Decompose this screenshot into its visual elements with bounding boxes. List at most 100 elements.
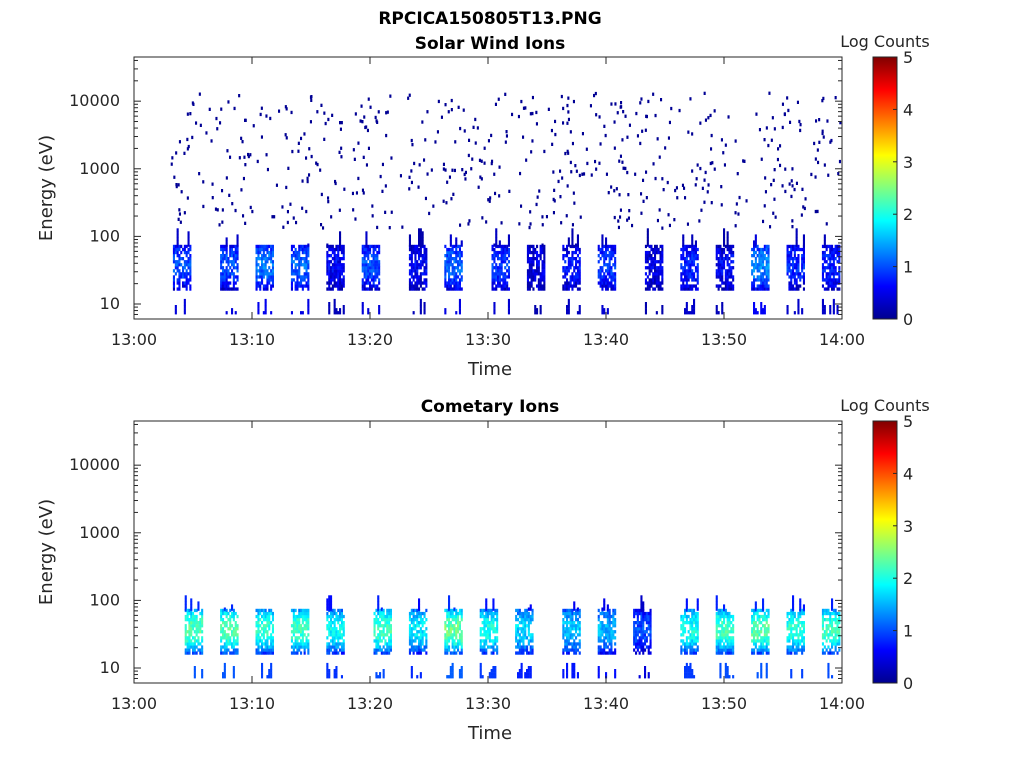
heatmap-cell [610, 266, 613, 270]
heatmap-cell [829, 275, 832, 279]
heatmap-cell [515, 651, 518, 655]
heatmap-cell [765, 126, 768, 130]
heatmap-cell [635, 627, 638, 631]
heatmap-cell [597, 630, 600, 634]
heatmap-cell [610, 627, 613, 631]
heatmap-cell [763, 266, 766, 270]
heatmap-cell [802, 272, 805, 276]
heatmap-cell [726, 648, 729, 652]
heatmap-cell [294, 269, 297, 273]
heatmap-cell [640, 642, 643, 646]
heatmap-cell [262, 311, 265, 315]
heatmap-cell [682, 234, 685, 238]
heatmap-cell [496, 624, 499, 628]
heatmap-cell [305, 266, 308, 270]
heatmap-cell [535, 122, 538, 126]
heatmap-cell [388, 608, 391, 613]
heatmap-cell [375, 642, 378, 646]
heatmap-cell [301, 278, 304, 282]
heatmap-cell [361, 120, 364, 124]
heatmap-cell [339, 275, 342, 279]
heatmap-cell [234, 624, 237, 628]
heatmap-cell [178, 247, 181, 252]
heatmap-cell [689, 257, 692, 261]
heatmap-cell [292, 624, 295, 628]
y-tick-label: 10 [100, 294, 120, 313]
heatmap-cell [765, 284, 768, 288]
heatmap-cell [201, 618, 204, 622]
heatmap-cell [418, 642, 421, 646]
heatmap-cell [762, 266, 765, 270]
heatmap-cell [661, 287, 664, 291]
heatmap-cell [720, 138, 723, 142]
heatmap-cell [425, 636, 428, 640]
heatmap-cell [330, 611, 333, 616]
heatmap-cell [389, 624, 392, 628]
heatmap-cell [374, 247, 377, 252]
heatmap-cell [541, 247, 544, 252]
heatmap-cell [294, 651, 297, 655]
heatmap-cell [296, 618, 299, 622]
heatmap-cell [444, 244, 447, 249]
heatmap-cell [520, 627, 523, 631]
heatmap-cell [649, 645, 652, 649]
heatmap-cell [567, 648, 570, 652]
heatmap-cell [231, 272, 234, 276]
heatmap-cell [764, 176, 767, 180]
heatmap-cell [760, 263, 763, 267]
heatmap-cell [636, 627, 639, 631]
heatmap-cell [575, 648, 578, 652]
heatmap-cell [765, 263, 768, 267]
heatmap-cell [266, 639, 269, 643]
heatmap-cell [695, 177, 698, 181]
heatmap-cell [567, 243, 570, 247]
heatmap-cell [236, 269, 239, 273]
heatmap-cell [526, 254, 529, 258]
heatmap-cell [419, 266, 422, 270]
heatmap-cell [271, 263, 274, 267]
heatmap-cell [543, 287, 546, 291]
heatmap-cell [259, 250, 262, 255]
heatmap-cell [382, 608, 385, 613]
heatmap-cell [455, 614, 458, 619]
heatmap-cell [684, 630, 687, 634]
heatmap-cell [524, 672, 527, 676]
heatmap-cell [730, 254, 733, 258]
x-tick-label: 13:20 [347, 330, 393, 349]
heatmap-cell [262, 254, 265, 258]
heatmap-cell [603, 611, 606, 616]
heatmap-cell [753, 308, 756, 312]
heatmap-cell [605, 642, 608, 646]
heatmap-cell [192, 645, 195, 649]
heatmap-cell [270, 621, 273, 625]
heatmap-cell [448, 260, 451, 264]
heatmap-cell [195, 624, 198, 628]
heatmap-cell [185, 263, 188, 267]
heatmap-cell [446, 624, 449, 628]
heatmap-cell [790, 275, 793, 279]
heatmap-cell [492, 669, 495, 673]
heatmap-cell [376, 260, 379, 264]
heatmap-cell [567, 281, 570, 285]
heatmap-cell [183, 311, 186, 315]
heatmap-cell [453, 278, 456, 282]
heatmap-cell [333, 608, 336, 613]
heatmap-cell [724, 608, 727, 613]
heatmap-cell [597, 614, 600, 619]
heatmap-cell [373, 627, 376, 631]
heatmap-cell [717, 618, 720, 622]
heatmap-cell [520, 639, 523, 643]
heatmap-cell [446, 648, 449, 652]
heatmap-cell [220, 260, 223, 264]
heatmap-cell [292, 269, 295, 273]
heatmap-cell [539, 284, 542, 288]
heatmap-cell [552, 197, 555, 202]
heatmap-cell [497, 275, 500, 279]
heatmap-cell [646, 281, 649, 285]
heatmap-cell [365, 234, 368, 238]
heatmap-cell [685, 614, 688, 619]
heatmap-cell [717, 284, 720, 288]
heatmap-cell [337, 642, 340, 646]
heatmap-cell [490, 621, 493, 625]
heatmap-cell [363, 287, 366, 291]
